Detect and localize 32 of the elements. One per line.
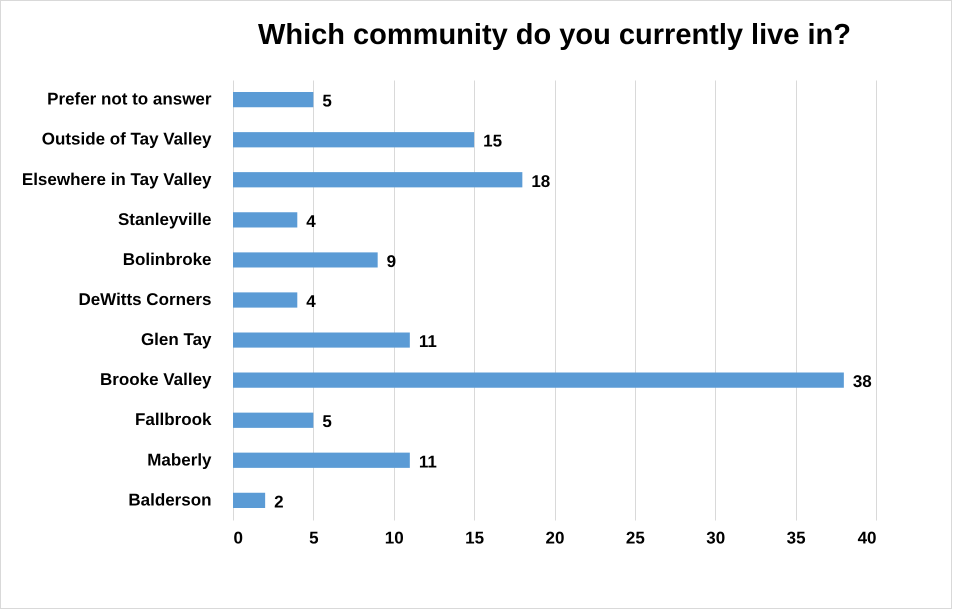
y-tick-label: DeWitts Corners: [78, 290, 212, 309]
data-label: 11: [418, 452, 437, 472]
chart-title: Which community do you currently live in?: [258, 19, 851, 51]
data-label: 15: [483, 132, 502, 151]
data-label: 4: [306, 292, 316, 311]
data-label: 11: [418, 332, 437, 352]
data-label: 18: [531, 172, 550, 191]
y-tick-label: Prefer not to answer: [47, 90, 212, 109]
data-label: 2: [274, 492, 284, 512]
x-tick-label: 20: [546, 528, 564, 548]
y-tick-label: Stanleyville: [118, 210, 212, 229]
y-tick-label: Outside of Tay Valley: [42, 130, 212, 149]
y-tick-label: Brooke Valley: [100, 370, 212, 390]
x-tick-label: 30: [706, 528, 726, 548]
x-tick-label: 25: [626, 528, 645, 548]
y-tick-label: Glen Tay: [140, 330, 212, 350]
x-tick-label: 15: [465, 528, 484, 548]
y-tick-label: Maberly: [147, 450, 212, 470]
y-tick-label: Fallbrook: [134, 410, 212, 430]
data-label: 38: [852, 372, 872, 392]
x-tick-label: 0: [234, 528, 243, 548]
y-tick-label: Elsewhere in Tay Valley: [22, 170, 212, 189]
data-label: 9: [386, 252, 396, 271]
data-label: 5: [322, 92, 332, 111]
x-tick-label: 5: [309, 528, 319, 548]
x-tick-label: 10: [384, 528, 404, 548]
data-label: 4: [306, 212, 316, 231]
data-label: 5: [322, 412, 332, 432]
x-tick-label: 35: [786, 528, 806, 548]
y-tick-label: Balderson: [128, 490, 212, 510]
x-tick-label: 40: [858, 528, 876, 548]
y-tick-label: Bolinbroke: [122, 250, 212, 269]
